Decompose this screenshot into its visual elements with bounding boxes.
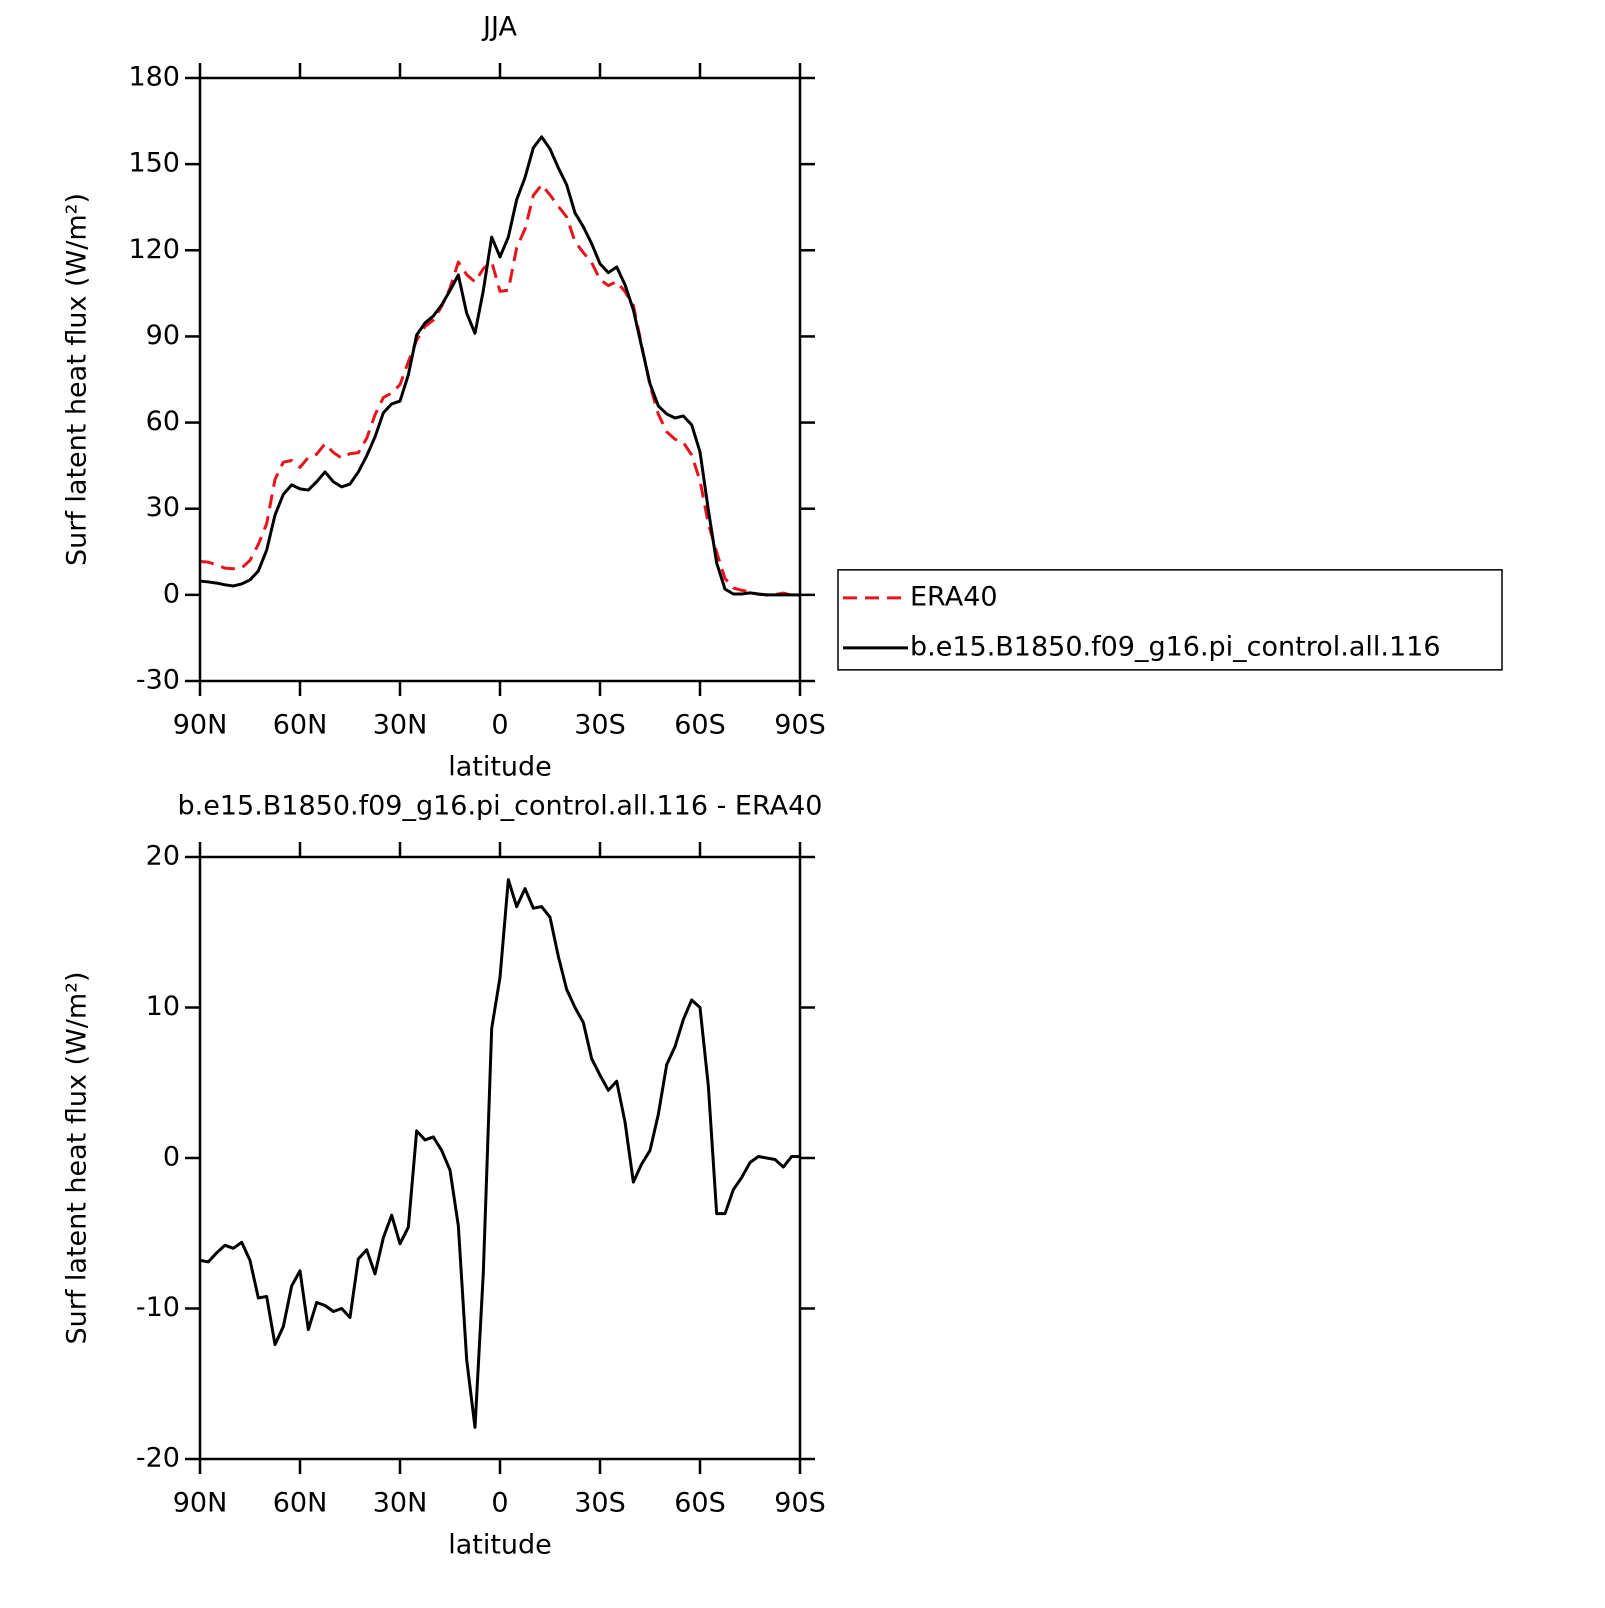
plot-frame [198, 855, 802, 1461]
legend-box [837, 569, 1503, 671]
y-axis-label: Surf latent heat flux (W/m²) [62, 193, 93, 566]
y-tick-label: -30 [136, 665, 180, 696]
y-tick-label: 180 [128, 62, 180, 93]
x-tick-label: 90S [774, 710, 826, 741]
y-tick-label: 60 [146, 406, 180, 437]
y-tick-label: 150 [128, 148, 180, 179]
chart-title: b.e15.B1850.f09_g16.pi_control.all.116 -… [178, 791, 823, 822]
plot-frame [198, 76, 802, 683]
x-tick-label: 30N [373, 710, 428, 741]
x-tick-label: 90N [173, 1488, 228, 1519]
chart-title: JJA [481, 12, 517, 43]
x-tick-label: 0 [491, 1488, 508, 1519]
x-tick-label: 60S [674, 1488, 726, 1519]
y-tick-label: 10 [146, 991, 180, 1022]
data-line [199, 878, 800, 1429]
x-axis-label: latitude [448, 1530, 552, 1561]
y-tick-label: -10 [136, 1292, 180, 1323]
legend-label: ERA40 [910, 581, 998, 612]
x-tick-label: 90N [173, 710, 228, 741]
y-tick-label: -20 [136, 1443, 180, 1474]
y-tick-label: 0 [163, 1142, 180, 1173]
y-tick-label: 90 [146, 320, 180, 351]
x-tick-label: 30S [574, 1488, 626, 1519]
y-tick-label: 0 [163, 578, 180, 609]
x-tick-label: 60S [674, 710, 726, 741]
x-axis-label: latitude [448, 752, 552, 783]
data-line [199, 135, 800, 597]
x-tick-label: 30N [373, 1488, 428, 1519]
data-line [199, 183, 800, 597]
x-tick-label: 60N [273, 710, 328, 741]
x-tick-label: 60N [273, 1488, 328, 1519]
x-tick-label: 30S [574, 710, 626, 741]
y-tick-label: 30 [146, 492, 180, 523]
x-tick-label: 0 [491, 710, 508, 741]
legend-label: b.e15.B1850.f09_g16.pi_control.all.116 [910, 631, 1441, 662]
y-tick-label: 120 [128, 234, 180, 265]
y-tick-label: 20 [146, 841, 180, 872]
y-axis-label: Surf latent heat flux (W/m²) [62, 971, 93, 1344]
x-tick-label: 90S [774, 1488, 826, 1519]
